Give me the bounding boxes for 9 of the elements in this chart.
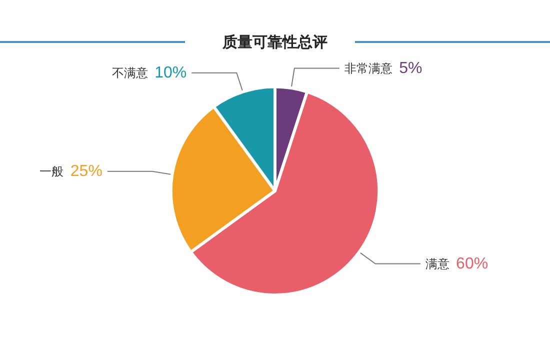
slice-label: 满意: [425, 256, 450, 271]
data-label: 60%: [456, 255, 488, 272]
slice-label: 非常满意: [344, 61, 392, 76]
data-label: 25%: [70, 162, 102, 180]
slice-label: 一般: [40, 164, 64, 178]
data-label: 5%: [399, 60, 422, 77]
slice-label: 不满意: [112, 66, 148, 80]
data-label: 10%: [154, 64, 187, 82]
chart-title: 质量可靠性总评: [222, 34, 328, 51]
